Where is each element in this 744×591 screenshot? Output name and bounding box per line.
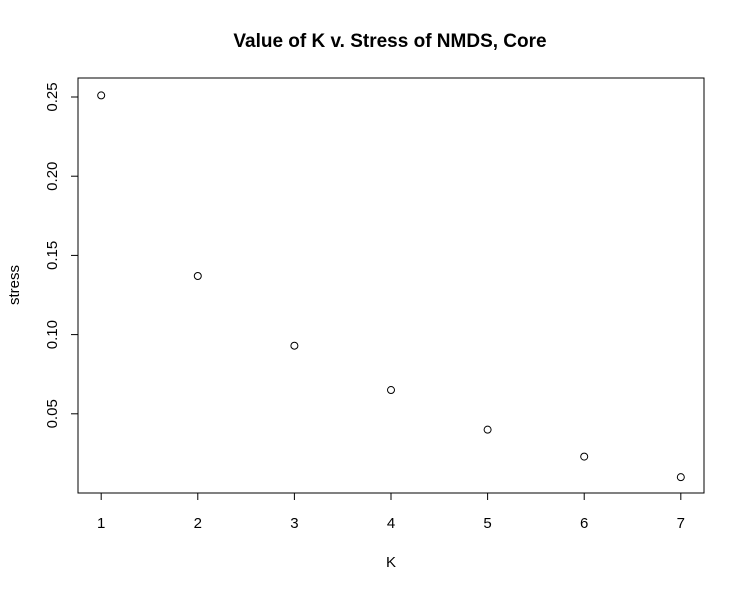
- x-axis-label: K: [386, 554, 396, 571]
- x-tick-label: 3: [290, 515, 298, 532]
- y-tick-label: 0.15: [44, 241, 61, 270]
- data-point: [290, 341, 299, 350]
- chart-title: Value of K v. Stress of NMDS, Core: [233, 31, 546, 52]
- x-tick-label: 5: [483, 515, 491, 532]
- data-point: [580, 452, 589, 461]
- data-point: [193, 271, 202, 280]
- y-axis-label: stress: [6, 265, 23, 305]
- data-point: [387, 386, 395, 395]
- y-axis: 0.05 0.10 0.15 0.20 0.25: [44, 82, 79, 428]
- x-tick-label: 2: [194, 515, 202, 532]
- plot-area-frame: [77, 77, 705, 494]
- x-tick-label: 6: [580, 515, 588, 532]
- data-point: [97, 91, 106, 100]
- y-tick-label: 0.25: [44, 82, 61, 111]
- x-axis: 1 2 3 4 5 6 7: [97, 492, 685, 532]
- y-tick-label: 0.10: [44, 320, 61, 349]
- data-points: [97, 91, 685, 482]
- x-tick-label: 4: [387, 515, 395, 532]
- y-tick-label: 0.20: [44, 162, 61, 191]
- data-point: [483, 425, 492, 434]
- x-tick-label: 7: [677, 515, 685, 532]
- y-tick-label: 0.05: [44, 399, 61, 428]
- data-point: [676, 473, 685, 482]
- x-tick-label: 1: [97, 515, 105, 532]
